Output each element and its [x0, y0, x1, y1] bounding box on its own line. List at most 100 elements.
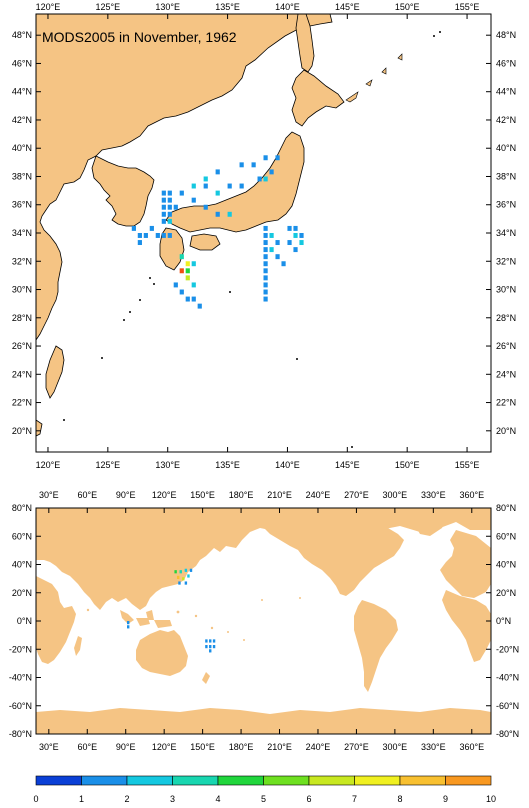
bottom-map: 30°E 30°E 60°E 60°E 90°E 90°E 120°E 120°E 150°E 1… [9, 490, 519, 752]
colorbar-swatches [35, 775, 492, 786]
colorbar-label: 9 [443, 794, 448, 804]
data-cell [167, 197, 172, 203]
colorbar-swatch [35, 775, 82, 786]
lat-tick-label-left: 42°N [12, 115, 32, 125]
data-cell [167, 218, 172, 224]
lat-tick-label-left: 24°N [12, 369, 32, 379]
data-cell [209, 639, 212, 643]
land-greenland [412, 510, 448, 536]
data-cell [263, 240, 268, 246]
lon-tick-label-top: 300°E [383, 490, 408, 500]
land-madagascar [74, 636, 82, 656]
data-cell [215, 211, 220, 217]
lat-tick-label-right: 46°N [496, 58, 516, 68]
colorbar-label: 6 [306, 794, 311, 804]
data-cell [269, 233, 274, 238]
colorbar-label: 7 [352, 794, 357, 804]
data-cell [189, 568, 193, 572]
data-cell [161, 218, 166, 224]
lat-tick-label-left: -20°N [9, 644, 32, 654]
data-cell [212, 639, 216, 643]
data-cell [184, 581, 188, 585]
bottom-lat-ticks: 80°N 80°N 60°N 60°N 40°N 40°N 20°N 20°N 0°N 0°N -2… [9, 503, 519, 739]
data-cell [187, 574, 190, 578]
bottom-lon-ticks: 30°E 30°E 60°E 60°E 90°E 90°E 120°E 120°E 150°E 1… [39, 490, 484, 752]
land-taiwan [45, 345, 65, 399]
data-cell [131, 225, 136, 231]
lon-tick-label-bottom: 30°E [39, 742, 59, 752]
lon-tick-label-bottom: 155°E [455, 460, 480, 470]
data-cell [191, 296, 196, 302]
colorbar: 0 1 2 3 4 5 6 7 8 9 10 [33, 775, 496, 804]
land-sakhalin [295, 14, 315, 73]
top-lat-ticks: 20°N 20°N 22°N 22°N 24°N 24°N 26°N 26°N 28°N 28°N… [12, 30, 516, 436]
land-shikoku [189, 233, 221, 251]
data-cell [161, 211, 166, 217]
data-cell [185, 275, 190, 281]
land-africa-east [442, 590, 491, 662]
data-cell [281, 261, 286, 267]
top-lon-ticks: 120°E 120°E 125°E 125°E 130°E 130°E 135°E 135°E… [36, 2, 480, 470]
lon-tick-label-top: 155°E [455, 2, 480, 12]
colorbar-label: 8 [397, 794, 402, 804]
data-cell [293, 247, 298, 253]
lon-tick-label-bottom: 145°E [335, 460, 360, 470]
data-cell [227, 211, 232, 217]
lon-tick-label-top: 60°E [77, 490, 97, 500]
data-cell [167, 204, 172, 210]
data-cell [251, 162, 256, 168]
data-cell [149, 225, 154, 231]
data-cell [184, 568, 188, 572]
colorbar-label: 4 [215, 794, 220, 804]
lon-tick-label-top: 140°E [275, 2, 300, 12]
bottom-data-cells [127, 568, 216, 653]
data-cell [127, 625, 130, 629]
lon-tick-label-top: 180°E [229, 490, 254, 500]
colorbar-swatch [354, 775, 401, 786]
data-cell [293, 233, 298, 238]
lat-tick-label-right: -60°N [496, 701, 519, 711]
data-cell [185, 296, 190, 302]
data-cell [191, 197, 196, 203]
lat-tick-label-left: 30°N [12, 285, 32, 295]
lon-tick-label-bottom: 180°E [229, 742, 254, 752]
lat-tick-label-right: 36°N [496, 200, 516, 210]
lon-tick-label-top: 130°E [155, 2, 180, 12]
data-cell [173, 282, 178, 288]
data-cell [137, 233, 142, 238]
data-cell [263, 296, 268, 302]
data-cell [127, 621, 130, 625]
lon-tick-label-top: 120°E [152, 490, 177, 500]
lon-tick-label-bottom: 150°E [395, 460, 420, 470]
lon-tick-label-top: 210°E [267, 490, 292, 500]
data-cell [161, 204, 166, 210]
lat-tick-label-right: -80°N [496, 729, 519, 739]
lat-tick-label-left: 22°N [12, 398, 32, 408]
lon-tick-label-bottom: 300°E [383, 742, 408, 752]
data-cell [269, 247, 274, 253]
data-cell [263, 176, 268, 182]
data-cell [263, 275, 268, 281]
lon-tick-label-bottom: 120°E [36, 460, 61, 470]
colorbar-swatch [399, 775, 446, 786]
data-cell [191, 183, 196, 189]
colorbar-label: 1 [79, 794, 84, 804]
lon-tick-label-top: 125°E [96, 2, 121, 12]
lon-tick-label-top: 360°E [459, 490, 484, 500]
lat-tick-label-left: -40°N [9, 673, 32, 683]
lat-tick-label-left: 38°N [12, 171, 32, 181]
colorbar-label: 2 [124, 794, 129, 804]
lon-tick-label-bottom: 130°E [155, 460, 180, 470]
lat-tick-label-left: 40°N [12, 143, 32, 153]
data-cell [179, 289, 184, 295]
lat-tick-label-left: 0°N [17, 616, 32, 626]
lat-tick-label-right: 48°N [496, 30, 516, 40]
lon-tick-label-bottom: 125°E [96, 460, 121, 470]
colorbar-swatch [445, 775, 492, 786]
lat-tick-label-right: 40°N [496, 560, 516, 570]
land-antarctica [36, 708, 491, 734]
data-cell [275, 240, 280, 246]
data-cell [257, 176, 262, 182]
lat-tick-label-right: 30°N [496, 285, 516, 295]
